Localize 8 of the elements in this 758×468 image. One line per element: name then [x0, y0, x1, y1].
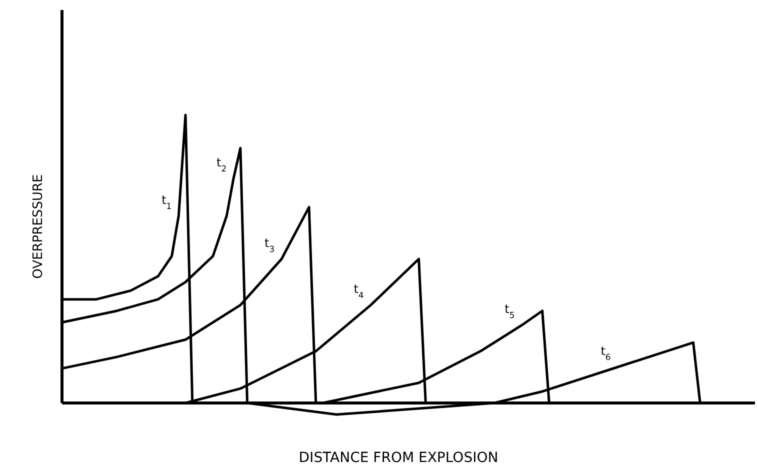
series-label: t$_{4}$ [354, 282, 364, 300]
x-axis-title: DISTANCE FROM EXPLOSION [298, 450, 498, 466]
series-label: t$_{1}$ [162, 192, 172, 211]
series-label: t$_{3}$ [264, 236, 275, 254]
series-label: t$_{5}$ [504, 302, 515, 320]
y-axis-title: OVERPRESSURE [31, 174, 46, 279]
series-label: t$_{2}$ [216, 155, 227, 174]
series-label: t$_{6}$ [600, 344, 611, 362]
